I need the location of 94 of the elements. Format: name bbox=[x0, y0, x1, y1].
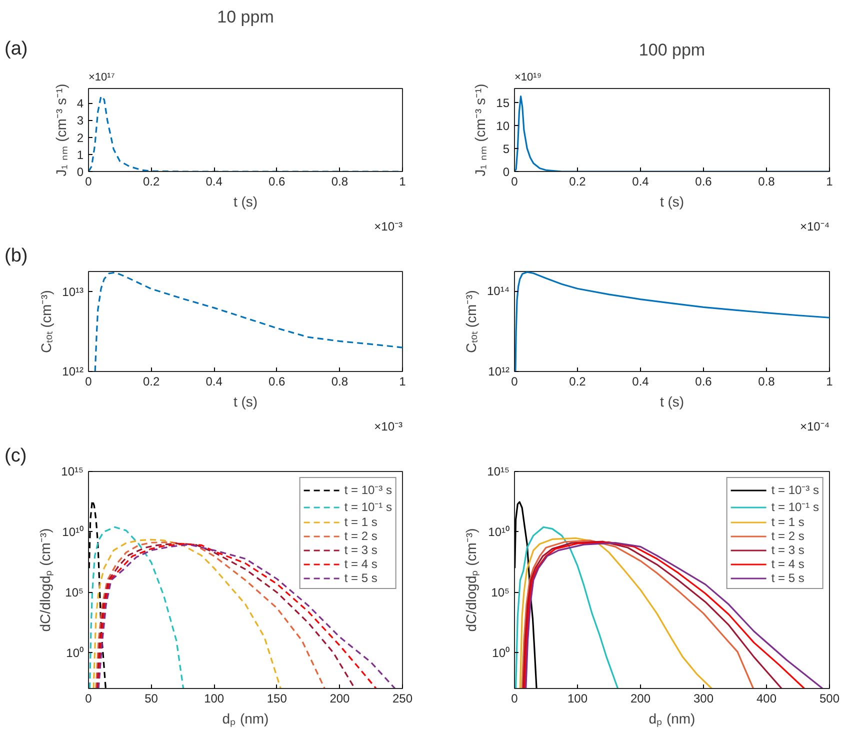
legend-label: t = 3 s bbox=[344, 543, 378, 557]
legend-label: t = 10⁻³ s bbox=[344, 482, 392, 498]
y-tick-label: 2 bbox=[76, 130, 84, 145]
y-tick-label: 15 bbox=[496, 96, 510, 110]
x-axis-title: t (s) bbox=[233, 194, 258, 210]
legend-label: t = 3 s bbox=[771, 543, 804, 557]
x-tick-label: 0 bbox=[85, 174, 92, 188]
x-tick-label: 0.4 bbox=[632, 174, 650, 188]
y-tick-label: 10¹⁵ bbox=[61, 464, 84, 478]
x-tick-label: 1 bbox=[826, 174, 834, 188]
x-tick-label: 0.2 bbox=[569, 174, 586, 188]
x-tick-label: 0.2 bbox=[569, 374, 586, 388]
x-tick-label: 0.6 bbox=[268, 174, 286, 188]
legend-label: t = 4 s bbox=[344, 557, 378, 571]
x-axis-title: dₚ (nm) bbox=[648, 710, 696, 728]
legend-label: t = 1 s bbox=[344, 515, 378, 529]
y-tick-label: 1 bbox=[76, 148, 84, 162]
legend-label: t = 10⁻¹ s bbox=[344, 499, 392, 515]
y-tick-label: 10¹⁵ bbox=[487, 464, 510, 478]
legend-label: t = 10⁻¹ s bbox=[771, 499, 819, 515]
x-axis-title: t (s) bbox=[233, 394, 258, 410]
x-tick-label: 0.8 bbox=[758, 374, 776, 388]
x-tick-label: 0.4 bbox=[206, 174, 223, 188]
x-tick-label: 0 bbox=[85, 692, 92, 706]
legend-label: t = 2 s bbox=[344, 529, 378, 543]
x-tick-label: 200 bbox=[630, 692, 651, 706]
y-axis-title: J₁ ₙₘ (cm⁻³ s⁻¹) bbox=[472, 84, 488, 176]
chart-title: 10 ppm bbox=[217, 8, 274, 26]
y-tick-label: 10¹² bbox=[62, 364, 84, 378]
y-tick-label: 0 bbox=[502, 165, 510, 179]
x-tick-label: 300 bbox=[693, 692, 714, 706]
x-axis-title: t (s) bbox=[660, 394, 684, 410]
x-tick-label: 0 bbox=[511, 174, 518, 188]
x-tick-label: 0.6 bbox=[268, 374, 286, 388]
y-tick-label: 3 bbox=[76, 114, 84, 128]
legend-label: t = 5 s bbox=[344, 571, 378, 585]
y-tick-label: 10⁰ bbox=[492, 646, 510, 660]
x-tick-label: 0.6 bbox=[695, 174, 712, 188]
y-tick-label: 10¹⁰ bbox=[62, 524, 84, 539]
y-axis-title: Cₜₒₜ (cm⁻³) bbox=[463, 290, 479, 353]
legend-label: t = 10⁻³ s bbox=[771, 482, 819, 498]
legend-label: t = 2 s bbox=[771, 529, 804, 543]
legend-label: t = 1 s bbox=[771, 515, 804, 529]
x-tick-label: 250 bbox=[392, 692, 413, 706]
text: (c) bbox=[4, 446, 27, 466]
y-axis-title: J₁ ₙₘ (cm⁻³ s⁻¹) bbox=[52, 84, 69, 176]
y-tick-label: 4 bbox=[76, 96, 84, 111]
x-tick-label: 1 bbox=[399, 374, 406, 388]
x-tick-label: 0.2 bbox=[142, 174, 160, 188]
x-axis-title: dₚ (nm) bbox=[222, 710, 269, 728]
y-tick-label: 10¹⁴ bbox=[487, 284, 510, 298]
y-tick-label: 0 bbox=[76, 165, 84, 179]
y-tick-label: 10⁵ bbox=[65, 585, 84, 600]
x-tick-label: 0 bbox=[511, 374, 518, 388]
text: ×10¹⁷ bbox=[88, 72, 115, 84]
y-axis-title: dC/dlogdₚ (cm⁻³) bbox=[463, 528, 480, 632]
x-tick-label: 0.4 bbox=[206, 374, 223, 388]
x-tick-label: 0 bbox=[511, 692, 518, 706]
x-tick-label: 0.6 bbox=[695, 374, 712, 388]
y-axis-title: Cₜₒₜ (cm⁻³) bbox=[38, 290, 54, 353]
x-tick-label: 0.8 bbox=[758, 174, 776, 188]
x-tick-label: 1 bbox=[826, 374, 834, 388]
x-tick-label: 200 bbox=[330, 692, 350, 706]
x-tick-label: 0.4 bbox=[632, 374, 650, 388]
text: ×10⁻³ bbox=[374, 420, 403, 434]
x-axis-title: t (s) bbox=[660, 194, 684, 210]
x-tick-label: 0.8 bbox=[331, 374, 348, 388]
x-tick-label: 50 bbox=[144, 692, 158, 706]
y-tick-label: 10 bbox=[496, 118, 510, 133]
x-tick-label: 100 bbox=[567, 692, 588, 706]
x-tick-label: 0.8 bbox=[331, 174, 348, 188]
text: ×10⁻³ bbox=[374, 220, 403, 234]
text: (b) bbox=[4, 246, 28, 266]
x-tick-label: 0.2 bbox=[142, 374, 160, 388]
y-tick-label: 10¹² bbox=[488, 364, 510, 378]
text: ×10⁻⁴ bbox=[800, 220, 830, 234]
x-tick-label: 100 bbox=[204, 692, 224, 706]
x-tick-label: 400 bbox=[756, 692, 777, 706]
y-tick-label: 10⁵ bbox=[491, 585, 510, 600]
x-tick-label: 0 bbox=[85, 374, 92, 388]
x-tick-label: 1 bbox=[399, 174, 406, 188]
text: ×10⁻⁴ bbox=[800, 420, 830, 434]
x-tick-label: 500 bbox=[819, 692, 840, 706]
x-tick-label: 150 bbox=[266, 692, 288, 706]
legend-label: t = 4 s bbox=[771, 557, 804, 571]
y-axis-title: dC/dlogdₚ (cm⁻³) bbox=[37, 528, 54, 632]
chart-title: 100 ppm bbox=[638, 40, 706, 60]
text: (a) bbox=[4, 38, 28, 60]
legend-label: t = 5 s bbox=[771, 571, 804, 585]
y-tick-label: 5 bbox=[502, 142, 510, 156]
y-tick-label: 10⁰ bbox=[66, 646, 84, 660]
y-tick-label: 10¹⁰ bbox=[488, 524, 510, 539]
text: ×10¹⁹ bbox=[514, 72, 542, 84]
y-tick-label: 10¹³ bbox=[62, 284, 84, 299]
